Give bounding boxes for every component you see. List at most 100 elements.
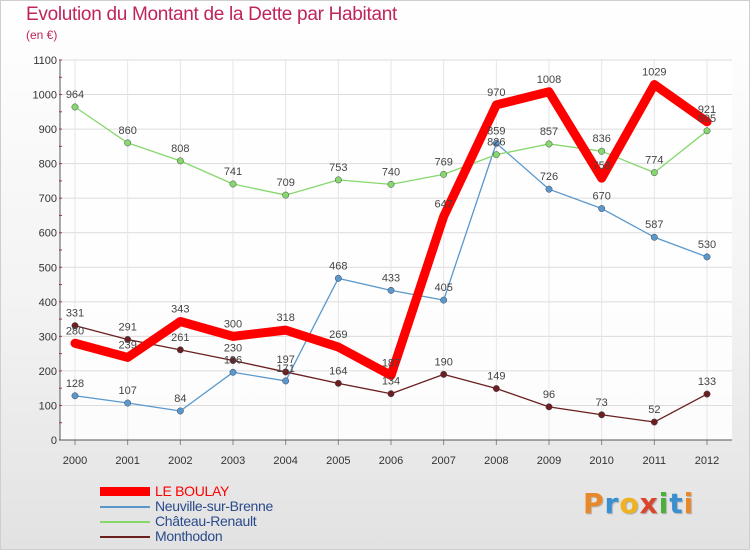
data-point xyxy=(124,336,132,343)
data-point xyxy=(492,385,500,392)
data-point xyxy=(229,357,237,364)
data-label: 895 xyxy=(698,113,716,125)
data-label: 468 xyxy=(329,260,347,272)
data-label: 149 xyxy=(487,371,505,383)
data-point xyxy=(334,274,342,282)
data-point xyxy=(545,403,553,411)
y-tick-label: 700 xyxy=(39,193,57,205)
data-point xyxy=(492,151,500,159)
data-point xyxy=(440,170,448,178)
y-tick-label: 1000 xyxy=(33,90,57,102)
data-label: 300 xyxy=(224,318,242,330)
logo-letter: i xyxy=(683,487,695,520)
data-point xyxy=(545,140,553,148)
data-point xyxy=(124,399,132,407)
data-label: 970 xyxy=(487,87,505,99)
data-point xyxy=(229,368,237,376)
data-point xyxy=(545,185,553,193)
data-label: 726 xyxy=(540,171,558,183)
x-tick-label: 2003 xyxy=(221,455,245,467)
data-label: 826 xyxy=(487,137,505,149)
data-label: 343 xyxy=(171,304,189,316)
data-label: 197 xyxy=(276,354,294,366)
data-label: 670 xyxy=(592,191,610,203)
logo-letter: i xyxy=(658,487,670,520)
data-label: 1008 xyxy=(537,74,561,86)
data-label: 134 xyxy=(382,376,400,388)
data-point xyxy=(124,354,131,361)
legend-swatch xyxy=(100,535,150,538)
data-point xyxy=(282,327,289,334)
data-label: 269 xyxy=(329,329,347,341)
data-point xyxy=(650,418,658,426)
data-label: 921 xyxy=(698,104,716,116)
data-label: 73 xyxy=(596,397,608,409)
x-tick-label: 2012 xyxy=(695,455,719,467)
data-label: 753 xyxy=(329,162,347,174)
legend-label: Château-Renault xyxy=(155,513,257,529)
data-label: 709 xyxy=(276,177,294,189)
data-label: 171 xyxy=(276,363,294,375)
y-tick-label: 200 xyxy=(39,366,57,378)
chart-subtitle: (en €) xyxy=(26,28,58,42)
data-point xyxy=(176,407,184,415)
legend-swatch xyxy=(100,487,150,496)
data-label: 187 xyxy=(382,357,400,369)
data-label: 239 xyxy=(118,339,136,351)
data-label: 769 xyxy=(434,156,452,168)
data-label: 405 xyxy=(434,282,452,294)
data-point xyxy=(650,169,658,177)
data-point xyxy=(598,205,606,212)
x-tick-label: 2002 xyxy=(168,455,192,467)
data-label: 84 xyxy=(174,393,186,405)
data-label: 740 xyxy=(382,166,400,178)
data-label: 774 xyxy=(645,155,663,167)
data-point xyxy=(335,344,342,351)
data-label: 190 xyxy=(434,356,452,368)
plot-area xyxy=(60,60,732,440)
logo-letter: o xyxy=(619,487,640,520)
data-point xyxy=(440,296,448,304)
data-label: 280 xyxy=(66,325,84,337)
x-tick-label: 2001 xyxy=(115,455,139,467)
y-tick-label: 1100 xyxy=(33,55,57,67)
x-tick-label: 2004 xyxy=(273,455,297,467)
proxiti-logo: Proxiti xyxy=(583,487,694,520)
data-label: 808 xyxy=(171,143,189,155)
y-tick-label: 800 xyxy=(39,159,57,171)
logo-letter: x xyxy=(639,487,659,520)
data-label: 433 xyxy=(382,272,400,284)
data-point xyxy=(176,157,184,165)
data-point xyxy=(230,333,236,340)
data-point xyxy=(440,370,448,378)
y-tick-label: 500 xyxy=(39,262,57,274)
data-label: 128 xyxy=(66,378,84,390)
data-point xyxy=(598,147,606,155)
x-tick-label: 2008 xyxy=(484,455,508,467)
data-label: 107 xyxy=(118,385,136,397)
data-point xyxy=(650,233,658,241)
data-point xyxy=(598,411,606,419)
data-point xyxy=(71,322,79,330)
data-label: 857 xyxy=(540,126,558,138)
x-tick-label: 2011 xyxy=(643,455,667,467)
chart-title: Evolution du Montant de la Dette par Hab… xyxy=(26,4,397,25)
data-point xyxy=(703,390,711,398)
data-point xyxy=(334,176,342,184)
legend-label: Neuville-sur-Brenne xyxy=(155,498,274,514)
data-label: 164 xyxy=(329,365,347,377)
data-point xyxy=(177,318,184,325)
data-label: 318 xyxy=(276,312,294,324)
data-label: 96 xyxy=(543,389,555,401)
data-label: 587 xyxy=(645,219,663,231)
data-label: 530 xyxy=(698,239,716,251)
logo-letter: t xyxy=(669,487,684,520)
data-label: 52 xyxy=(648,404,660,416)
data-point xyxy=(703,127,711,135)
data-label: 859 xyxy=(487,125,505,137)
data-point xyxy=(598,175,605,182)
data-point xyxy=(492,139,500,147)
data-label: 133 xyxy=(698,376,716,388)
y-tick-label: 900 xyxy=(39,124,57,136)
